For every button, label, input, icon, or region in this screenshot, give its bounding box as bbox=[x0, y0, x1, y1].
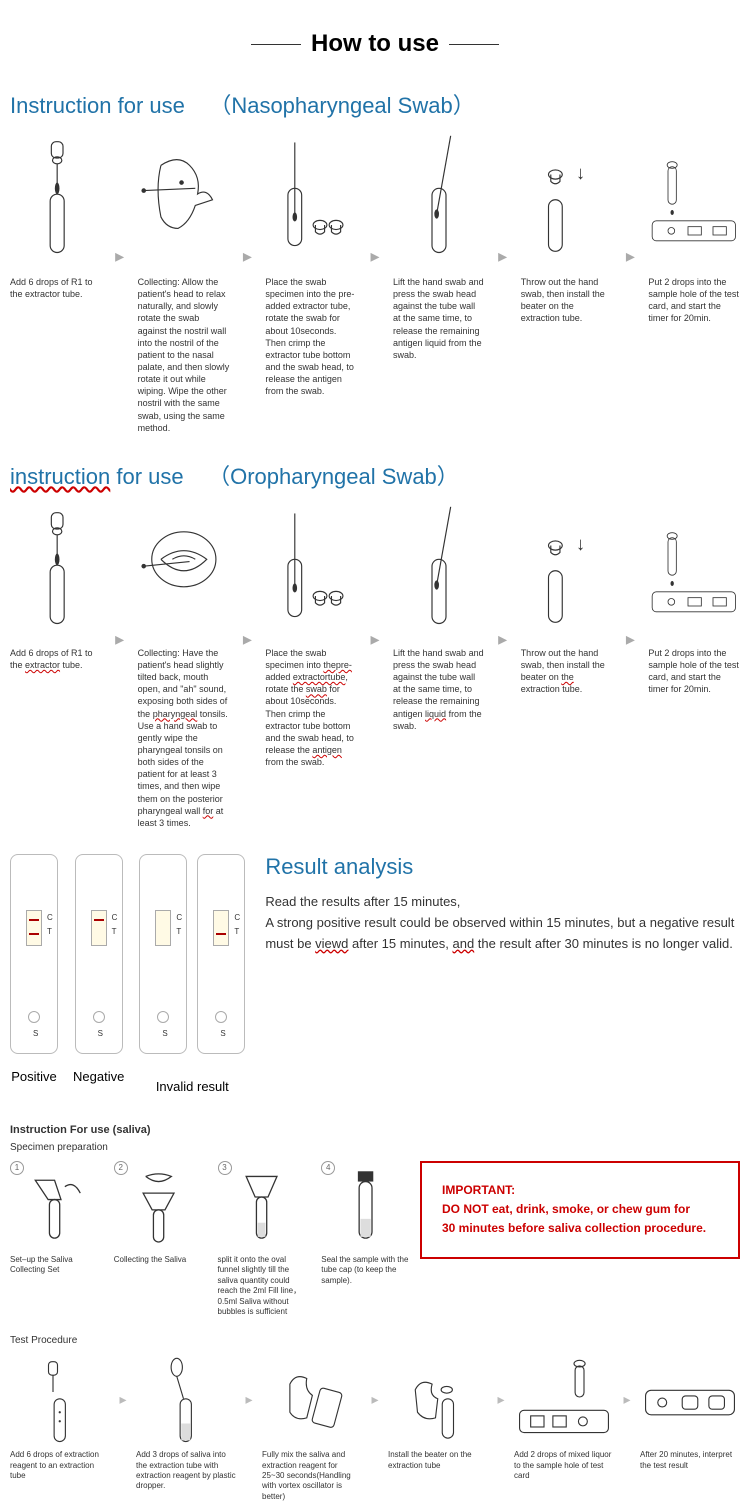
proc-text-1: Add 6 drops of extraction reagent to an … bbox=[10, 1450, 110, 1481]
oro-steps: Add 6 drops of R1 to the extractor tube.… bbox=[10, 501, 740, 829]
sal-prep-1: 1 bbox=[10, 1161, 99, 1251]
oro-img-5: ↓ bbox=[521, 501, 613, 641]
arrow-icon: ▸ bbox=[493, 80, 513, 434]
oro-text-2: Collecting: Have the patient's head slig… bbox=[138, 647, 230, 829]
proc-img-4 bbox=[388, 1356, 488, 1446]
result-text: Result analysis Read the results after 1… bbox=[265, 854, 740, 1094]
arrow-icon: ▸ bbox=[110, 451, 130, 829]
arrow-icon: ▸ bbox=[110, 80, 130, 434]
proc-img-2 bbox=[136, 1356, 236, 1446]
saliva-prep-row: 1 Set–up the Saliva Collecting Set 2 Colle… bbox=[10, 1161, 740, 1317]
cassette-invalid: CTS CTS Invalid result bbox=[139, 854, 245, 1094]
proc-text-4: Install the beater on the extraction tub… bbox=[388, 1450, 488, 1471]
oro-img-1 bbox=[10, 501, 102, 641]
naso-img-1 bbox=[10, 130, 102, 270]
naso-img-4 bbox=[393, 130, 485, 270]
sal-prep-4: 4 bbox=[321, 1161, 410, 1251]
proc-text-6: After 20 minutes, interpret the test res… bbox=[640, 1450, 740, 1471]
arrow-icon: ▸ bbox=[365, 80, 385, 434]
oro-text-1: Add 6 drops of R1 to the extractor tube. bbox=[10, 647, 102, 671]
arrow-icon: ▸ bbox=[620, 1391, 634, 1408]
oro-img-2 bbox=[138, 501, 230, 641]
oro-img-3 bbox=[265, 501, 357, 641]
arrow-icon: ▸ bbox=[620, 80, 640, 434]
sal-prep-text-1: Set–up the Saliva Collecting Set bbox=[10, 1255, 99, 1276]
important-box: IMPORTANT: DO NOT eat, drink, smoke, or … bbox=[420, 1161, 740, 1259]
proc-img-6 bbox=[640, 1356, 740, 1446]
sal-prep-2: 2 bbox=[114, 1161, 203, 1251]
arrow-icon: ▸ bbox=[368, 1391, 382, 1408]
sal-prep-text-3: split it onto the oval funnel slightly t… bbox=[218, 1255, 307, 1317]
saliva-title: Instruction For use (saliva) bbox=[10, 1124, 740, 1136]
saliva-sub2: Test Procedure bbox=[10, 1335, 740, 1346]
naso-text-5: Throw out the hand swab, then install th… bbox=[521, 276, 613, 325]
cassette-positive: CTS Positive bbox=[10, 854, 58, 1094]
main-title: How to use bbox=[10, 30, 740, 58]
oro-text-5: Throw out the hand swab, then install th… bbox=[521, 647, 613, 696]
naso-text-2: Collecting: Allow the patient's head to … bbox=[138, 276, 230, 434]
arrow-icon: ▸ bbox=[242, 1391, 256, 1408]
oro-text-6: Put 2 drops into the sample hole of the … bbox=[648, 647, 740, 696]
svg-text:↓: ↓ bbox=[576, 533, 585, 554]
proc-text-3: Fully mix the saliva and extraction reag… bbox=[262, 1450, 362, 1502]
proc-text-5: Add 2 drops of mixed liquor to the sampl… bbox=[514, 1450, 614, 1481]
arrow-icon: ▸ bbox=[620, 451, 640, 829]
test-procedure-row: Add 6 drops of extraction reagent to an … bbox=[10, 1356, 740, 1502]
oro-text-4: Lift the hand swab and press the swab he… bbox=[393, 647, 485, 732]
sal-prep-text-4: Seal the sample with the tube cap (to ke… bbox=[321, 1255, 410, 1286]
arrow-icon: ▸ bbox=[493, 451, 513, 829]
naso-text-6: Put 2 drops into the sample hole of the … bbox=[648, 276, 740, 325]
proc-img-3 bbox=[262, 1356, 362, 1446]
naso-img-6 bbox=[648, 130, 740, 270]
arrow-icon: ▸ bbox=[494, 1391, 508, 1408]
proc-img-1 bbox=[10, 1356, 110, 1446]
naso-text-3: Place the swab specimen into the pre-add… bbox=[265, 276, 357, 397]
naso-text-1: Add 6 drops of R1 to the extractor tube. bbox=[10, 276, 102, 300]
arrow-icon: ▸ bbox=[116, 1391, 130, 1408]
result-section: CTS Positive CTS Negative CTS CTS Invali… bbox=[10, 854, 740, 1094]
arrow-icon: ▸ bbox=[237, 80, 257, 434]
naso-img-5: ↓ bbox=[521, 130, 613, 270]
svg-text:↓: ↓ bbox=[576, 162, 585, 183]
arrow-icon: ▸ bbox=[237, 451, 257, 829]
sal-prep-3: 3 bbox=[218, 1161, 307, 1251]
arrow-icon: ▸ bbox=[365, 451, 385, 829]
proc-img-5 bbox=[514, 1356, 614, 1446]
cassette-negative: CTS Negative bbox=[73, 854, 124, 1094]
naso-text-4: Lift the hand swab and press the swab he… bbox=[393, 276, 485, 361]
saliva-sub1: Specimen preparation bbox=[10, 1142, 740, 1153]
oro-text-3: Place the swab specimen into thepre-adde… bbox=[265, 647, 357, 768]
sal-prep-text-2: Collecting the Saliva bbox=[114, 1255, 203, 1265]
naso-img-3 bbox=[265, 130, 357, 270]
naso-img-2 bbox=[138, 130, 230, 270]
proc-text-2: Add 3 drops of saliva into the extractio… bbox=[136, 1450, 236, 1492]
oro-img-6 bbox=[648, 501, 740, 641]
oro-img-4 bbox=[393, 501, 485, 641]
naso-steps: Add 6 drops of R1 to the extractor tube.… bbox=[10, 130, 740, 434]
